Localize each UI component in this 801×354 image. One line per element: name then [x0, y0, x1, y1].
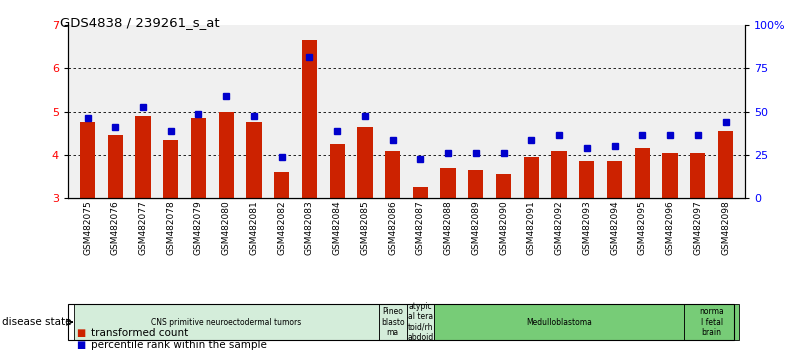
- Text: GSM482086: GSM482086: [388, 201, 397, 256]
- Text: ■: ■: [76, 340, 86, 350]
- Bar: [407, 304, 434, 340]
- Text: Pineo
blasto
ma: Pineo blasto ma: [380, 307, 405, 337]
- Text: atypic
al tera
toid/rh
abdoid: atypic al tera toid/rh abdoid: [407, 302, 433, 342]
- Text: percentile rank within the sample: percentile rank within the sample: [91, 340, 267, 350]
- Bar: [219, 112, 234, 198]
- Text: GSM482080: GSM482080: [222, 201, 231, 256]
- Bar: [441, 168, 456, 198]
- Bar: [74, 304, 379, 340]
- Bar: [191, 118, 206, 198]
- Text: GSM482085: GSM482085: [360, 201, 369, 256]
- Text: GSM482083: GSM482083: [305, 201, 314, 256]
- Text: GSM482094: GSM482094: [610, 201, 619, 255]
- Bar: [690, 153, 706, 198]
- Text: GSM482090: GSM482090: [499, 201, 508, 256]
- Text: GSM482087: GSM482087: [416, 201, 425, 256]
- Text: CNS primitive neuroectodermal tumors: CNS primitive neuroectodermal tumors: [151, 318, 301, 327]
- Bar: [107, 135, 123, 198]
- Text: GSM482098: GSM482098: [721, 201, 730, 256]
- Text: GSM482079: GSM482079: [194, 201, 203, 256]
- Text: GSM482078: GSM482078: [167, 201, 175, 256]
- Bar: [524, 157, 539, 198]
- Bar: [302, 40, 317, 198]
- Bar: [274, 172, 289, 198]
- Text: GSM482088: GSM482088: [444, 201, 453, 256]
- Text: disease state: disease state: [2, 317, 71, 327]
- Bar: [247, 122, 262, 198]
- Bar: [379, 304, 407, 340]
- Text: GDS4838 / 239261_s_at: GDS4838 / 239261_s_at: [60, 16, 219, 29]
- Bar: [496, 175, 511, 198]
- Bar: [135, 116, 151, 198]
- Text: GSM482081: GSM482081: [249, 201, 259, 256]
- Bar: [634, 148, 650, 198]
- Text: GSM482075: GSM482075: [83, 201, 92, 256]
- Text: GSM482097: GSM482097: [694, 201, 702, 256]
- Text: GSM482096: GSM482096: [666, 201, 674, 256]
- Text: GSM482077: GSM482077: [139, 201, 147, 256]
- Text: Medulloblastoma: Medulloblastoma: [526, 318, 592, 327]
- Bar: [684, 304, 739, 340]
- Bar: [607, 161, 622, 198]
- Text: GSM482092: GSM482092: [554, 201, 564, 255]
- Text: GSM482082: GSM482082: [277, 201, 286, 255]
- Bar: [579, 161, 594, 198]
- Text: GSM482091: GSM482091: [527, 201, 536, 256]
- Text: ■: ■: [76, 328, 86, 338]
- Text: GSM482084: GSM482084: [332, 201, 342, 255]
- Bar: [163, 140, 179, 198]
- Bar: [357, 127, 372, 198]
- Text: norma
l fetal
brain: norma l fetal brain: [699, 307, 724, 337]
- Bar: [434, 304, 684, 340]
- Bar: [329, 144, 344, 198]
- Bar: [413, 187, 428, 198]
- Bar: [551, 150, 566, 198]
- Text: transformed count: transformed count: [91, 328, 187, 338]
- Bar: [80, 122, 95, 198]
- Text: GSM482089: GSM482089: [471, 201, 481, 256]
- Text: GSM482076: GSM482076: [111, 201, 119, 256]
- Bar: [385, 150, 400, 198]
- Bar: [662, 153, 678, 198]
- Bar: [469, 170, 484, 198]
- Bar: [718, 131, 733, 198]
- Text: GSM482093: GSM482093: [582, 201, 591, 256]
- Text: GSM482095: GSM482095: [638, 201, 646, 256]
